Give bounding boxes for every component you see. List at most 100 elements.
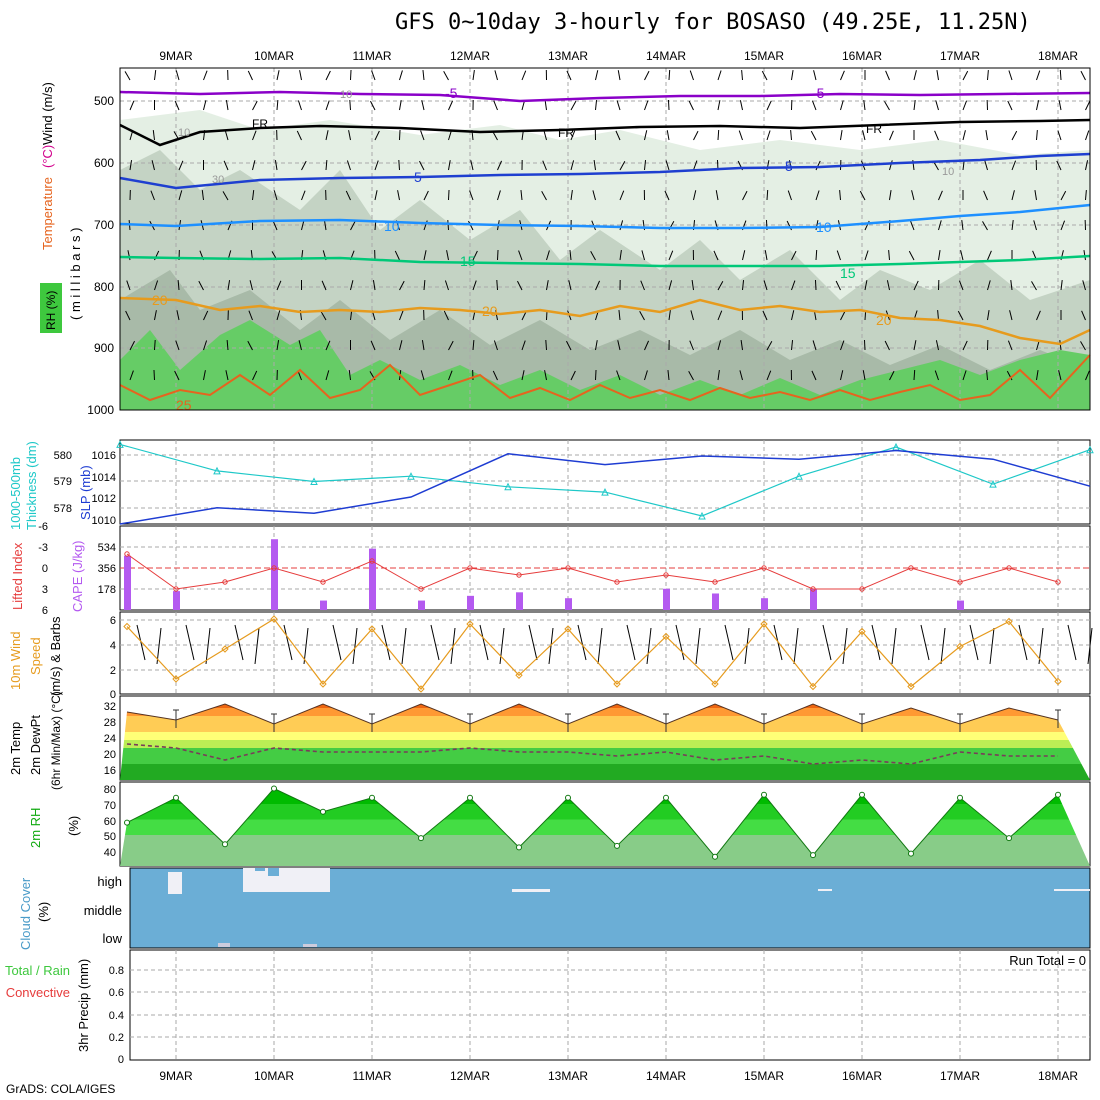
- bottom-date-label: 12MAR: [450, 1069, 490, 1083]
- upper-barb: [521, 340, 526, 351]
- cape-frame: [119, 525, 1091, 611]
- wind10-point: [417, 685, 425, 693]
- thickness-point: [601, 487, 609, 496]
- upper-barb: [884, 101, 890, 111]
- wind-barb: [156, 627, 162, 665]
- upper-barb: [374, 130, 380, 141]
- upper-barb: [738, 130, 743, 141]
- thk-label-2: Thickness (dm): [24, 441, 39, 530]
- cloud-tick: high: [97, 874, 122, 889]
- rh-point: [1006, 835, 1012, 842]
- rh-point: [810, 852, 816, 859]
- li-point: [810, 586, 816, 592]
- temp2m-label-3: (6hr Min/Max) (°C): [49, 691, 63, 790]
- slp-tick: 1014: [92, 472, 116, 484]
- slp-line: [119, 449, 1091, 525]
- upper-barb: [935, 100, 939, 111]
- slp-axis: 1016 1014 1012 1010: [92, 450, 116, 527]
- upper-barb: [960, 250, 964, 261]
- cape-tick: 178: [98, 584, 116, 596]
- upper-barb: [840, 310, 846, 321]
- upper-barb: [570, 160, 575, 171]
- upper-barb: [301, 160, 307, 171]
- cape-li-panel: -6 -3 0 3 6 534 356 178 Lifted Index CAP…: [10, 521, 1091, 617]
- wind-barb: [234, 624, 244, 661]
- temp-band: [120, 740, 1090, 748]
- rh-point: [173, 794, 179, 801]
- upper-barb: [985, 130, 988, 141]
- upper-barb: [913, 340, 917, 351]
- cloud-gap: [243, 868, 330, 892]
- upper-barb: [1036, 310, 1041, 321]
- upper-barb: [1008, 70, 1013, 81]
- wind10-point: [956, 642, 964, 651]
- upper-barb: [178, 160, 184, 171]
- precip-axis: 0.8 0.6 0.4 0.2 0: [109, 965, 124, 1066]
- upper-barb: [667, 370, 670, 381]
- upper-barb: [203, 100, 207, 111]
- upper-barb: [517, 280, 523, 291]
- cape-bar: [271, 539, 278, 610]
- rh2m-label-1: 2m RH: [28, 808, 43, 848]
- cape-bar: [467, 595, 474, 610]
- contour-label: FR: [558, 126, 574, 140]
- upper-barb: [201, 190, 204, 201]
- thickness-point: [504, 482, 512, 491]
- isotherm-fr: [119, 118, 1091, 147]
- rh-point: [418, 835, 424, 842]
- upper-barb: [814, 279, 817, 291]
- rh-point: [467, 794, 473, 801]
- upper-barb: [421, 340, 425, 351]
- li-point: [124, 551, 130, 557]
- upper-barb: [470, 160, 474, 171]
- thickness-point: [1086, 445, 1094, 454]
- precip-label-1: Total / Rain: [5, 963, 70, 978]
- cape-axis: 534 356 178: [98, 542, 116, 596]
- upper-barb: [521, 370, 525, 381]
- upper-barb: [984, 160, 988, 171]
- cape-bar: [320, 600, 327, 610]
- thickness-point: [213, 466, 221, 475]
- upper-barb: [296, 130, 302, 141]
- wind-barb: [646, 627, 652, 665]
- upper-panel-frame: [119, 67, 1091, 411]
- upper-barb: [667, 99, 670, 111]
- upper-barb: [815, 160, 821, 171]
- upper-barb: [1085, 100, 1091, 111]
- upper-barb: [595, 100, 598, 111]
- upper-barb: [1058, 100, 1062, 111]
- upper-label-wind: Wind (m/s): [40, 82, 55, 145]
- upper-barb: [448, 340, 454, 351]
- upper-barb: [1080, 341, 1086, 351]
- upper-barb: [962, 100, 968, 111]
- rh-label-swatch: [40, 283, 62, 333]
- li-point: [369, 558, 375, 564]
- upper-barb: [644, 340, 650, 351]
- cape-bar: [565, 598, 572, 610]
- upper-barb: [298, 340, 302, 351]
- cloud-tick: low: [102, 931, 122, 946]
- contour-label: FR: [866, 122, 882, 136]
- rh-point: [271, 785, 277, 792]
- upper-barb: [276, 99, 279, 111]
- li-point: [1006, 565, 1012, 571]
- upper-barb: [961, 220, 964, 231]
- upper-barb: [909, 220, 915, 231]
- wind-barb: [989, 627, 995, 665]
- upper-barb: [617, 340, 621, 351]
- upper-barb: [126, 280, 131, 291]
- upper-barb: [276, 310, 281, 321]
- upper-barb: [518, 250, 523, 261]
- rh2m-tick: 70: [104, 800, 116, 812]
- upper-barb: [717, 340, 722, 351]
- wind10-tick: 6: [110, 615, 116, 627]
- upper-barb: [593, 160, 596, 171]
- li-point: [222, 579, 228, 585]
- upper-barb: [1009, 310, 1013, 321]
- upper-barb: [423, 250, 427, 261]
- upper-barb: [886, 280, 890, 291]
- upper-barb: [399, 100, 402, 111]
- upper-barb: [154, 70, 157, 81]
- cape-bar: [761, 598, 768, 610]
- upper-barb: [203, 70, 208, 81]
